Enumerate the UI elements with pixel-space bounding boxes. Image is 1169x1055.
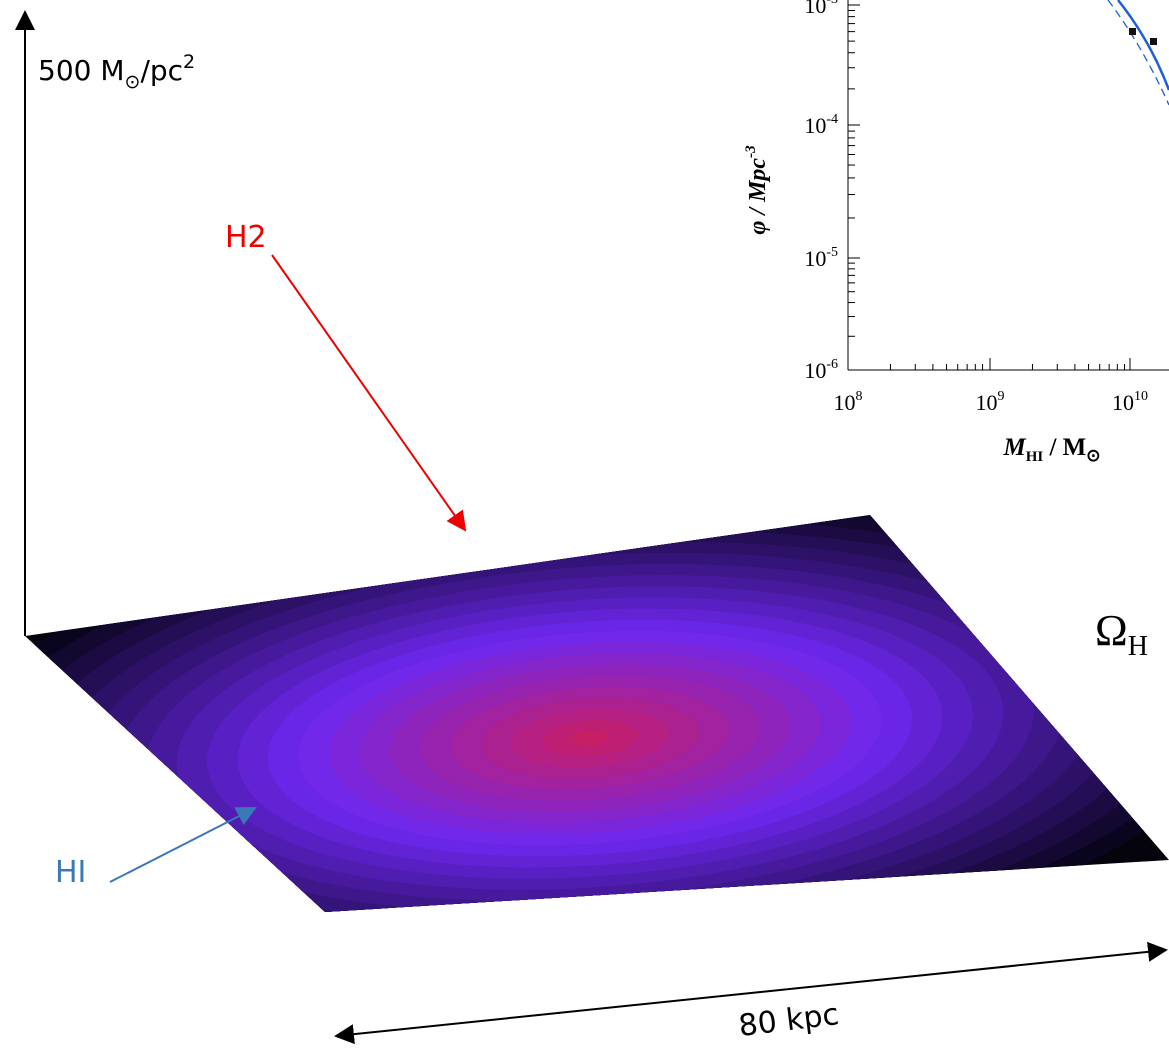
- tick-base: 10: [804, 113, 826, 138]
- data-point: [1150, 38, 1157, 45]
- axis-label: 500 M⊙/pc2: [38, 51, 195, 93]
- inset-x-tick-label: 108: [834, 389, 863, 415]
- slide: 500 M⊙/pc2 H2 HI 80 kpc 10-310-410-510-6…: [0, 0, 1169, 1055]
- tick-exp: -5: [826, 245, 838, 260]
- tick-base: 10: [804, 358, 826, 383]
- tick-exp: 8: [856, 389, 863, 404]
- fit-curve: [1118, 0, 1169, 90]
- tick-exp: -4: [826, 112, 838, 127]
- gas-disk: [0, 456, 1169, 1021]
- inset-y-tick-label: 10-4: [804, 112, 838, 138]
- tick-base: 10: [804, 0, 826, 18]
- inset-y-tick-label: 10-3: [804, 0, 838, 18]
- inset-x-tick-label: 109: [976, 389, 1005, 415]
- inset-y-label: φ / Mpc-3: [743, 145, 771, 235]
- tick-base: 10: [834, 390, 856, 415]
- tick-base: 10: [976, 390, 998, 415]
- tick-exp: 10: [1134, 389, 1148, 404]
- tick-exp: 9: [998, 389, 1005, 404]
- h2-label: H2: [225, 220, 267, 255]
- tick-base: 10: [1112, 390, 1134, 415]
- inset-x-label: MHI / M⊙: [1002, 434, 1100, 465]
- data-point: [1129, 28, 1136, 35]
- omega-label: ΩH: [1095, 606, 1148, 662]
- hi-label: HI: [55, 855, 86, 890]
- fit-curve-dashed: [1108, 0, 1169, 105]
- hi-arrow: [110, 808, 255, 882]
- tick-exp: -6: [826, 357, 838, 372]
- h2-arrow: [272, 255, 465, 530]
- inset-y-tick-label: 10-5: [804, 245, 838, 271]
- scale-label: 80 kpc: [737, 997, 841, 1044]
- tick-base: 10: [804, 246, 826, 271]
- inset-y-tick-label: 10-6: [804, 357, 838, 383]
- inset-x-tick-label: 1010: [1112, 389, 1148, 415]
- tick-exp: -3: [826, 0, 838, 7]
